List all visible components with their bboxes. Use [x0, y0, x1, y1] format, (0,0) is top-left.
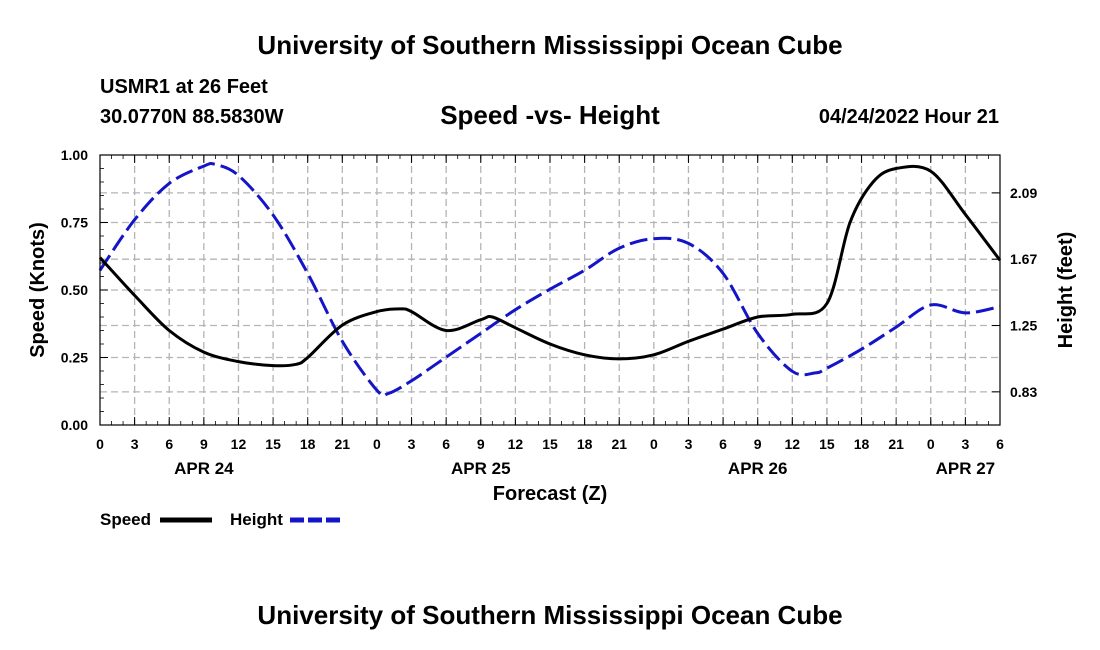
x-tick-label: 0: [373, 436, 381, 452]
x-tick-label: 3: [961, 436, 969, 452]
x-tick-label: 3: [685, 436, 693, 452]
date-label: APR 26: [728, 459, 788, 478]
x-tick-label: 15: [819, 436, 835, 452]
x-tick-label: 6: [719, 436, 727, 452]
y-tick-label: 0.00: [61, 417, 88, 433]
footer-title: University of Southern Mississippi Ocean…: [257, 600, 843, 630]
x-tick-label: 6: [442, 436, 450, 452]
x-tick-label: 3: [408, 436, 416, 452]
y-tick-label: 1.00: [61, 147, 88, 163]
x-tick-label: 12: [508, 436, 524, 452]
axis-labels: 0 3 6 9 12 15 18 21 0 3 6 9 12 15 18 21 0 3 6 9 12 15 18 21 0 3 6A…: [61, 147, 1038, 478]
legend-height-label: Height: [230, 510, 283, 529]
x-tick-label: 21: [335, 436, 351, 452]
x-tick-label: 0: [650, 436, 658, 452]
x-tick-label: 15: [265, 436, 281, 452]
x-tick-label: 18: [577, 436, 593, 452]
y2-tick-label: 0.83: [1010, 384, 1037, 400]
y2-tick-label: 1.25: [1010, 318, 1037, 334]
forecast-datetime: 04/24/2022 Hour 21: [818, 106, 999, 128]
x-tick-label: 3: [131, 436, 139, 452]
x-tick-label: 0: [927, 436, 935, 452]
x-tick-label: 12: [785, 436, 801, 452]
legend-speed-label: Speed: [100, 510, 151, 529]
y-tick-label: 0.50: [61, 282, 88, 298]
series-layer: [98, 161, 1002, 398]
height-series-line: [98, 161, 1001, 398]
x-tick-label: 21: [611, 436, 627, 452]
x-tick-label: 9: [754, 436, 762, 452]
x-tick-label: 18: [854, 436, 870, 452]
station-label: USMR1 at 26 Feet: [100, 76, 268, 98]
x-tick-label: 6: [996, 436, 1004, 452]
date-label: APR 25: [451, 459, 511, 478]
y2-axis-title: Height (feet): [1055, 232, 1077, 349]
x-tick-label: 9: [200, 436, 208, 452]
y2-tick-label: 1.67: [1010, 251, 1037, 267]
x-tick-label: 0: [96, 436, 104, 452]
x-tick-label: 9: [477, 436, 485, 452]
y-tick-label: 0.25: [61, 350, 88, 366]
station-coordinates: 30.0770N 88.5830W: [100, 106, 284, 128]
axis-ticks: [99, 154, 1001, 426]
x-tick-label: 21: [888, 436, 904, 452]
speed-series-line: [98, 164, 1002, 368]
y-tick-label: 0.75: [61, 215, 88, 231]
date-label: APR 24: [174, 459, 234, 478]
y2-tick-label: 2.09: [1010, 185, 1037, 201]
x-tick-label: 12: [231, 436, 247, 452]
x-tick-label: 6: [165, 436, 173, 452]
chart-title: University of Southern Mississippi Ocean…: [257, 30, 843, 60]
x-tick-label: 18: [300, 436, 316, 452]
x-axis-title: Forecast (Z): [493, 483, 607, 505]
date-label: APR 27: [936, 459, 996, 478]
chart-subtitle: Speed -vs- Height: [440, 100, 660, 130]
legend: Speed Height: [100, 510, 342, 529]
x-tick-label: 15: [542, 436, 558, 452]
y-axis-title: Speed (Knots): [27, 222, 49, 358]
